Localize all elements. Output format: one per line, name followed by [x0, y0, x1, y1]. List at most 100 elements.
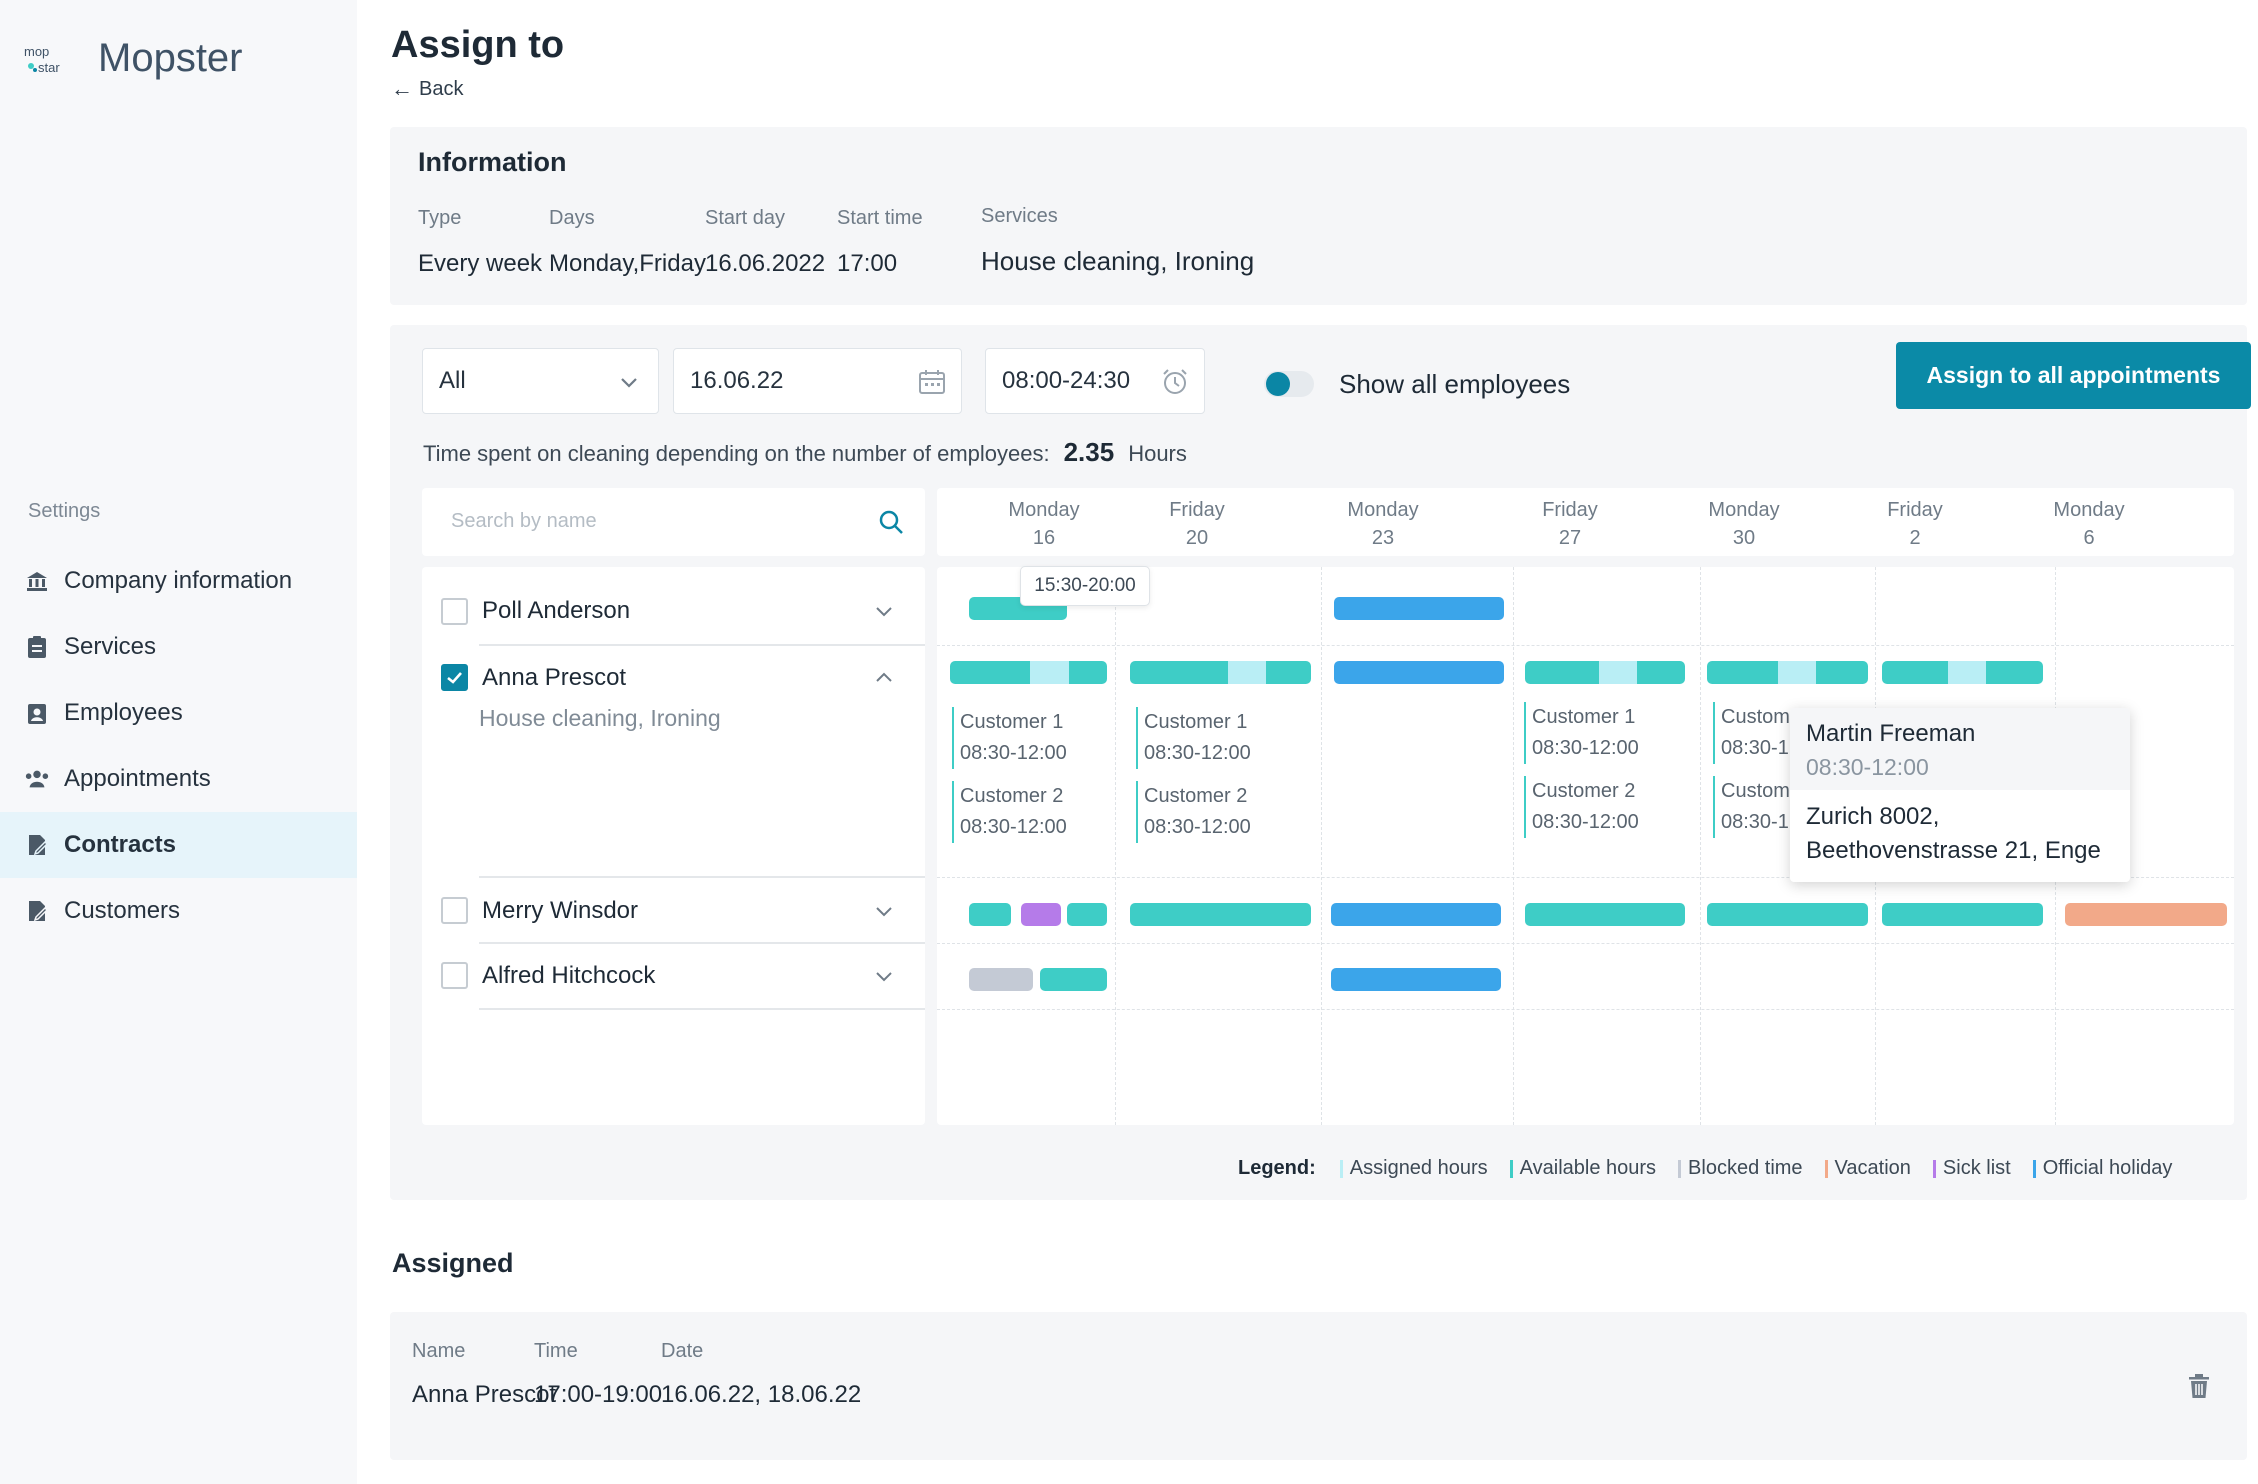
sidebar-item-customers[interactable]: Customers — [0, 878, 357, 944]
legend-label: Blocked time — [1688, 1157, 1803, 1179]
available-slot[interactable] — [1882, 661, 1948, 684]
appointment-customer: Customer 2 — [1144, 785, 1248, 807]
day-column-header[interactable]: Monday 30 — [1689, 496, 1799, 552]
assigned-slot[interactable] — [1599, 661, 1637, 684]
employee-checkbox[interactable] — [441, 897, 468, 924]
chevron-down-icon[interactable] — [872, 899, 896, 923]
show-all-employees-toggle[interactable] — [1264, 371, 1314, 397]
day-column-header[interactable]: Friday 2 — [1860, 496, 1970, 552]
available-slot[interactable] — [1986, 661, 2043, 684]
back-link[interactable]: ← Back — [391, 76, 463, 102]
legend-item-holiday: Official holiday — [2032, 1157, 2172, 1180]
available-slot[interactable] — [1130, 661, 1228, 684]
appointment-entry[interactable]: Customer 2 08:30-12:00 — [1136, 781, 1251, 843]
alarm-clock-icon — [1160, 367, 1190, 397]
available-slot[interactable] — [1637, 661, 1685, 684]
vacation-slot[interactable] — [2065, 903, 2227, 926]
assigned-slot[interactable] — [1030, 661, 1069, 684]
appointment-entry[interactable]: Custom 08:30-1: — [1713, 702, 1794, 764]
employee-row[interactable]: Alfred Hitchcock — [422, 943, 925, 1010]
available-slot[interactable] — [1707, 903, 1868, 926]
blocked-slot[interactable] — [969, 968, 1033, 991]
appointment-entry[interactable]: Customer 2 08:30-12:00 — [1524, 776, 1639, 838]
group-select[interactable]: All — [422, 348, 659, 414]
employee-row[interactable]: Merry Winsdor — [422, 877, 925, 944]
assigned-slot[interactable] — [1228, 661, 1266, 684]
legend-label: Assigned hours — [1349, 1157, 1488, 1179]
day-column-header[interactable]: Friday 20 — [1142, 496, 1252, 552]
brand[interactable]: mop star Mopster — [24, 36, 243, 81]
appointment-entry[interactable]: Customer 2 08:30-12:00 — [952, 781, 1067, 843]
sidebar-item-services[interactable]: Services — [0, 614, 357, 680]
trash-icon[interactable] — [2187, 1372, 2211, 1400]
sidebar-item-contracts[interactable]: Contracts — [0, 812, 357, 878]
employee-name: Alfred Hitchcock — [482, 962, 656, 989]
employee-checkbox[interactable] — [441, 598, 468, 625]
available-slot[interactable] — [1266, 661, 1311, 684]
page-title: Assign to — [391, 24, 565, 66]
field-label: Start day — [705, 207, 786, 229]
assigned-date: Date 16.06.22, 18.06.22 — [661, 1340, 861, 1409]
available-slot[interactable] — [1130, 903, 1311, 926]
field-value: 16.06.2022 — [705, 250, 826, 277]
sidebar-nav: Company information Services Employees A… — [0, 548, 357, 944]
available-slot[interactable] — [950, 661, 1030, 684]
chevron-down-icon[interactable] — [872, 599, 896, 623]
employee-row[interactable]: Anna Prescot House cleaning, Ironing — [422, 645, 925, 878]
holiday-slot[interactable] — [1331, 968, 1501, 991]
sidebar-item-employees[interactable]: Employees — [0, 680, 357, 746]
day-column-header[interactable]: Monday 6 — [2034, 496, 2144, 552]
day-column-header[interactable]: Friday 27 — [1515, 496, 1625, 552]
day-column-header[interactable]: Monday 23 — [1328, 496, 1438, 552]
employee-list: Poll Anderson Anna Prescot House cleanin… — [422, 567, 925, 1125]
grid-line — [1513, 567, 1514, 1125]
available-slot[interactable] — [969, 903, 1011, 926]
available-slot[interactable] — [1067, 903, 1107, 926]
employee-checkbox[interactable] — [441, 664, 468, 691]
holiday-slot[interactable] — [1334, 661, 1504, 684]
available-slot[interactable] — [1525, 903, 1685, 926]
divider — [479, 876, 925, 878]
address-line: Beethovenstrasse 21, Enge — [1806, 837, 2101, 864]
sidebar: mop star Mopster Settings Company inform… — [0, 0, 357, 1484]
assign-to-all-appointments-button[interactable]: Assign to all appointments — [1896, 342, 2251, 409]
date-input[interactable]: 16.06.22 — [673, 348, 962, 414]
chevron-up-icon[interactable] — [872, 666, 896, 690]
legend-label: Vacation — [1834, 1157, 1911, 1179]
time-range-input[interactable]: 08:00-24:30 — [985, 348, 1205, 414]
employee-checkbox[interactable] — [441, 962, 468, 989]
available-slot[interactable] — [1069, 661, 1107, 684]
available-slot[interactable] — [1040, 968, 1107, 991]
employee-name: Merry Winsdor — [482, 897, 639, 924]
available-slot[interactable] — [1816, 661, 1868, 684]
available-slot[interactable] — [1707, 661, 1778, 684]
divider — [479, 1008, 925, 1010]
assigned-slot[interactable] — [1948, 661, 1986, 684]
assigned-time: Time 17:00-19:00 — [534, 1340, 662, 1409]
assigned-name: Name Anna Prescot — [412, 1340, 556, 1409]
appointment-customer: Customer 1 — [1532, 706, 1636, 728]
holiday-slot[interactable] — [1334, 597, 1504, 620]
sidebar-item-appointments[interactable]: Appointments — [0, 746, 357, 812]
appointment-entry[interactable]: Customer 1 08:30-12:00 — [952, 707, 1067, 769]
sick-slot[interactable] — [1021, 903, 1061, 926]
clipboard-icon — [24, 634, 50, 660]
available-slot[interactable] — [1882, 903, 2043, 926]
appointment-entry[interactable]: Customer 1 08:30-12:00 — [1136, 707, 1251, 769]
sidebar-item-company-information[interactable]: Company information — [0, 548, 357, 614]
appointment-entry[interactable]: Customer 1 08:30-12:00 — [1524, 702, 1639, 764]
available-slot[interactable] — [1525, 661, 1599, 684]
chevron-down-icon[interactable] — [872, 964, 896, 988]
holiday-slot[interactable] — [1331, 903, 1501, 926]
employee-row[interactable]: Poll Anderson — [422, 567, 925, 646]
search-input[interactable]: Search by name — [451, 510, 597, 532]
day-column-header[interactable]: Monday 16 — [989, 496, 1099, 552]
appointment-entry[interactable]: Custom 08:30-1: — [1713, 776, 1794, 838]
legend-item-sick: Sick list — [1932, 1157, 2011, 1180]
cell-value: 17:00-19:00 — [534, 1381, 663, 1408]
assigned-slot[interactable] — [1778, 661, 1816, 684]
calendar-icon — [917, 367, 947, 397]
employee-search-box[interactable]: Search by name — [422, 488, 925, 556]
search-icon[interactable] — [877, 508, 905, 536]
sidebar-item-label: Company information — [64, 567, 293, 594]
